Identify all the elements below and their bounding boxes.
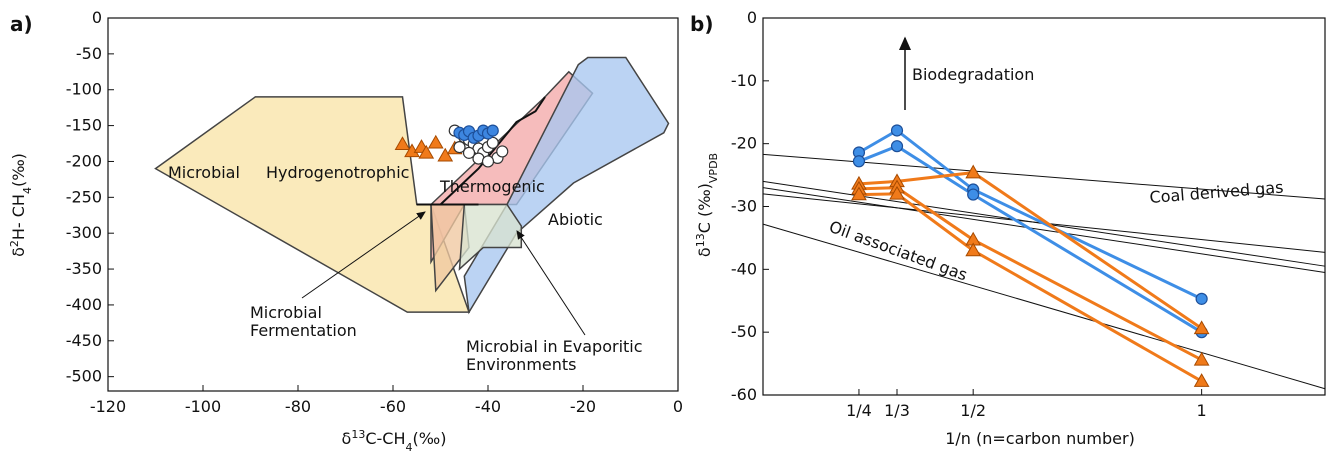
series-layer: [851, 124, 1210, 387]
y-tick-label: -300: [66, 223, 102, 242]
x-tick-label: -60: [380, 397, 406, 416]
y-tick-label: -250: [66, 187, 102, 206]
data-point-triangle: [437, 147, 454, 162]
y-tick-label: -350: [66, 259, 102, 278]
series-point-circle: [852, 155, 866, 168]
data-point-triangle: [394, 136, 411, 150]
label-abiotic: Abiotic: [548, 210, 603, 229]
data-point-open-circle: [481, 155, 495, 168]
y-tick-label: -500: [66, 367, 102, 386]
label-coal-derived-gas: Coal derived gas: [1149, 178, 1284, 207]
series-point-circle: [1195, 292, 1208, 305]
label-hydrogenotrophic: Hydrogenotrophic: [266, 163, 409, 182]
x-tick-label: 1/3: [884, 401, 910, 420]
x-axis-title-a: δ13C-CH4(‰): [342, 428, 447, 454]
axis-ticks-a: -120 -100 -80 -60 -40 -20 00-50-100-150-200-25…: [66, 8, 683, 416]
series-line: [858, 192, 1203, 383]
series-point-triangle: [1193, 351, 1210, 366]
x-tick-label: -100: [185, 397, 221, 416]
x-tick-label: -120: [90, 397, 126, 416]
data-point-open-circle: [462, 146, 476, 159]
series-line: [858, 171, 1203, 330]
data-point-open-circle: [453, 141, 466, 154]
series-point-triangle: [1193, 373, 1210, 387]
x-tick-label: -40: [475, 397, 501, 416]
y-tick-label: -50: [76, 44, 102, 63]
panel-b: b) 1/4 1/3 1/2 1 0 -10 -20 -30 -40 -50 -60 Coal de…: [690, 8, 1326, 448]
y-axis-title-b: δ13C (‰)VPDB: [694, 153, 720, 257]
label-evaporitic-1: Microbial in Evaporitic: [466, 337, 643, 356]
label-evaporitic-2: Environments: [466, 355, 577, 374]
arrow-fermentation: [301, 211, 426, 299]
series-point-triangle: [851, 186, 867, 201]
data-point-circle: [486, 124, 499, 137]
x-tick-label: -20: [570, 397, 596, 416]
y-tick-label: -40: [731, 259, 757, 278]
y-tick-label: -50: [731, 322, 757, 341]
y-tick-label: -60: [731, 385, 757, 404]
panel-b-label: b): [690, 12, 713, 36]
sample-points-a: [394, 124, 509, 168]
series-point-triangle: [1193, 320, 1210, 335]
x-tick-label: -80: [285, 397, 311, 416]
series-point-circle: [890, 124, 904, 137]
series-point-circle: [967, 188, 980, 201]
label-microbial: Microbial: [168, 163, 240, 182]
x-tick-label: 0: [673, 397, 683, 416]
y-tick-label: 0: [92, 8, 102, 27]
reference-line: [762, 223, 1326, 390]
series-point-triangle: [889, 185, 905, 200]
data-point-triangle: [418, 144, 435, 159]
series-point-triangle: [965, 242, 982, 257]
y-tick-label: -20: [731, 134, 757, 153]
y-axis-title-a: δ2H- CH4(‰): [8, 153, 34, 257]
panel-a-label: a): [10, 12, 33, 36]
label-fermentation-2: Fermentation: [250, 321, 357, 340]
y-tick-label: 0: [747, 8, 757, 27]
x-tick-label: 1/4: [846, 401, 872, 420]
y-tick-label: -10: [731, 71, 757, 90]
series-line: [858, 128, 1203, 301]
y-tick-label: -450: [66, 331, 102, 350]
plot-frame-b: [762, 17, 1326, 396]
data-point-open-circle: [496, 145, 509, 158]
panel-a: a) -120 -100 -80 -60 -40 -20 00-50-100-150-200…: [8, 8, 684, 454]
label-oil-associated-gas: Oil associated gas: [827, 217, 970, 285]
y-tick-label: -30: [731, 197, 757, 216]
x-tick-label: 1: [1197, 401, 1207, 420]
region-abiotic: [463, 56, 670, 315]
series-line: [858, 186, 1203, 362]
x-tick-label: 1/2: [960, 401, 986, 420]
label-biodegradation: Biodegradation: [912, 65, 1034, 84]
region-microbial-in-evaporitic-environments: [458, 203, 523, 271]
label-thermogenic: Thermogenic: [439, 177, 545, 196]
series-line: [858, 144, 1203, 334]
data-point-triangle: [427, 134, 444, 149]
x-axis-title-b: 1/n (n=carbon number): [945, 429, 1135, 448]
region-layer: [154, 56, 670, 315]
y-tick-label: -150: [66, 116, 102, 135]
y-tick-label: -200: [66, 151, 102, 170]
y-tick-label: -400: [66, 295, 102, 314]
y-tick-label: -100: [66, 80, 102, 99]
arrow-evaporitic: [516, 230, 586, 336]
series-point-circle: [890, 140, 904, 153]
label-fermentation-1: Microbial: [250, 303, 322, 322]
axis-ticks-b: 1/4 1/3 1/2 1 0 -10 -20 -30 -40 -50 -60: [731, 8, 1207, 420]
series-point-triangle: [965, 164, 982, 179]
reference-line: [762, 187, 1326, 273]
